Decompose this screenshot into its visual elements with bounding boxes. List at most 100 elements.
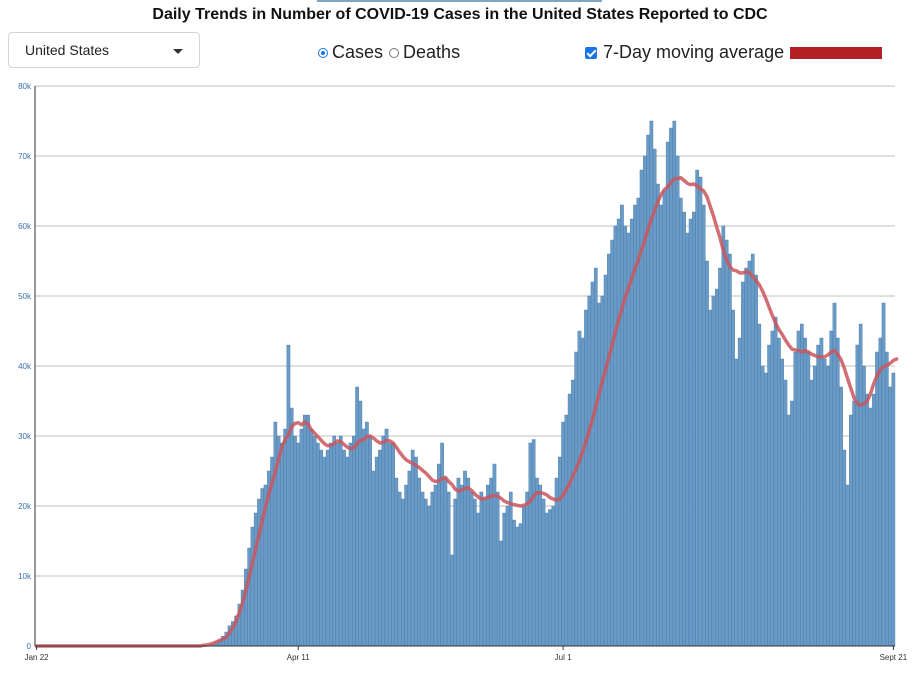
bar [607,253,611,647]
bar [593,267,598,647]
bar [845,484,850,647]
bar [302,414,307,647]
bar [525,491,529,647]
bar [780,358,784,647]
bar [574,351,578,647]
chart-title: Daily Trends in Number of COVID-19 Cases… [152,6,768,23]
bar [561,421,565,647]
bar [799,323,804,647]
bar [528,442,533,647]
bar [829,330,834,647]
deaths-radio-button[interactable] [389,47,400,58]
bar [306,414,310,647]
bar [705,260,709,647]
bar [835,337,840,647]
bar [822,358,827,647]
bar [489,477,493,647]
bar [590,281,595,647]
bar [679,197,683,647]
bar [773,316,778,647]
bar [515,526,520,647]
bar [672,120,677,647]
bar [786,414,791,647]
bar [391,442,395,647]
bar [280,442,284,647]
bar [531,439,536,647]
bar [437,463,441,647]
bar [610,239,614,647]
bar [770,330,775,647]
bar [662,190,667,647]
bar [342,449,346,647]
bar [652,148,657,647]
bar [430,491,435,647]
bar [796,330,801,647]
bar [456,477,461,647]
bar [247,547,251,647]
bar [338,435,343,647]
bar [865,393,870,647]
bar [718,267,722,647]
bar [335,442,340,647]
bar [701,204,706,647]
y-tick-label: 20k [18,502,32,511]
bar [669,127,673,647]
bar [603,274,608,647]
bar [289,407,294,647]
bar [803,337,807,647]
bar [577,330,582,647]
bar [600,295,605,647]
bar [777,337,781,647]
bar [309,428,314,647]
y-tick-label: 70k [18,152,32,161]
cases-radio-label[interactable]: Cases [332,42,384,62]
bar [757,323,762,647]
bar [469,491,474,647]
y-tick-label: 50k [18,292,32,301]
bar [535,477,539,647]
bar [783,379,788,647]
bar [374,456,379,647]
bar [502,512,507,647]
bar [293,435,297,647]
bar [793,351,798,647]
cases-radio-button[interactable] [318,47,328,58]
moving-average-checkbox[interactable] [585,46,597,59]
bar [584,309,588,647]
bar [250,526,255,647]
bar [420,491,425,647]
bar [296,442,301,647]
moving-average-toggle: 7-Day moving average [585,42,883,63]
bar [433,484,438,647]
bar [855,344,860,647]
bar [443,477,448,647]
bar [427,505,431,647]
bar [397,491,402,647]
bar [858,323,863,647]
bar [695,169,699,647]
bar [708,309,713,647]
moving-average-label[interactable]: 7-Day moving average [603,42,785,62]
location-select[interactable]: United States [8,32,200,68]
bar [885,351,889,647]
y-tick-label: 80k [18,82,32,91]
location-select-value: United States [25,42,110,58]
bar [548,509,552,647]
bar [754,274,758,647]
bar [721,225,726,647]
bar [881,302,886,647]
bar [482,498,487,647]
bar [348,442,353,647]
x-tick-label: Jul 1 [555,653,572,662]
bar [319,449,323,647]
bar [659,204,664,647]
bar [862,365,866,647]
bar [809,379,814,647]
bar [790,400,794,647]
moving-average-legend-swatch [790,46,883,59]
deaths-radio-label[interactable]: Deaths [403,42,461,62]
y-tick-label: 0 [27,642,32,651]
bar [819,337,824,647]
bar [685,232,690,647]
bar [891,372,896,647]
